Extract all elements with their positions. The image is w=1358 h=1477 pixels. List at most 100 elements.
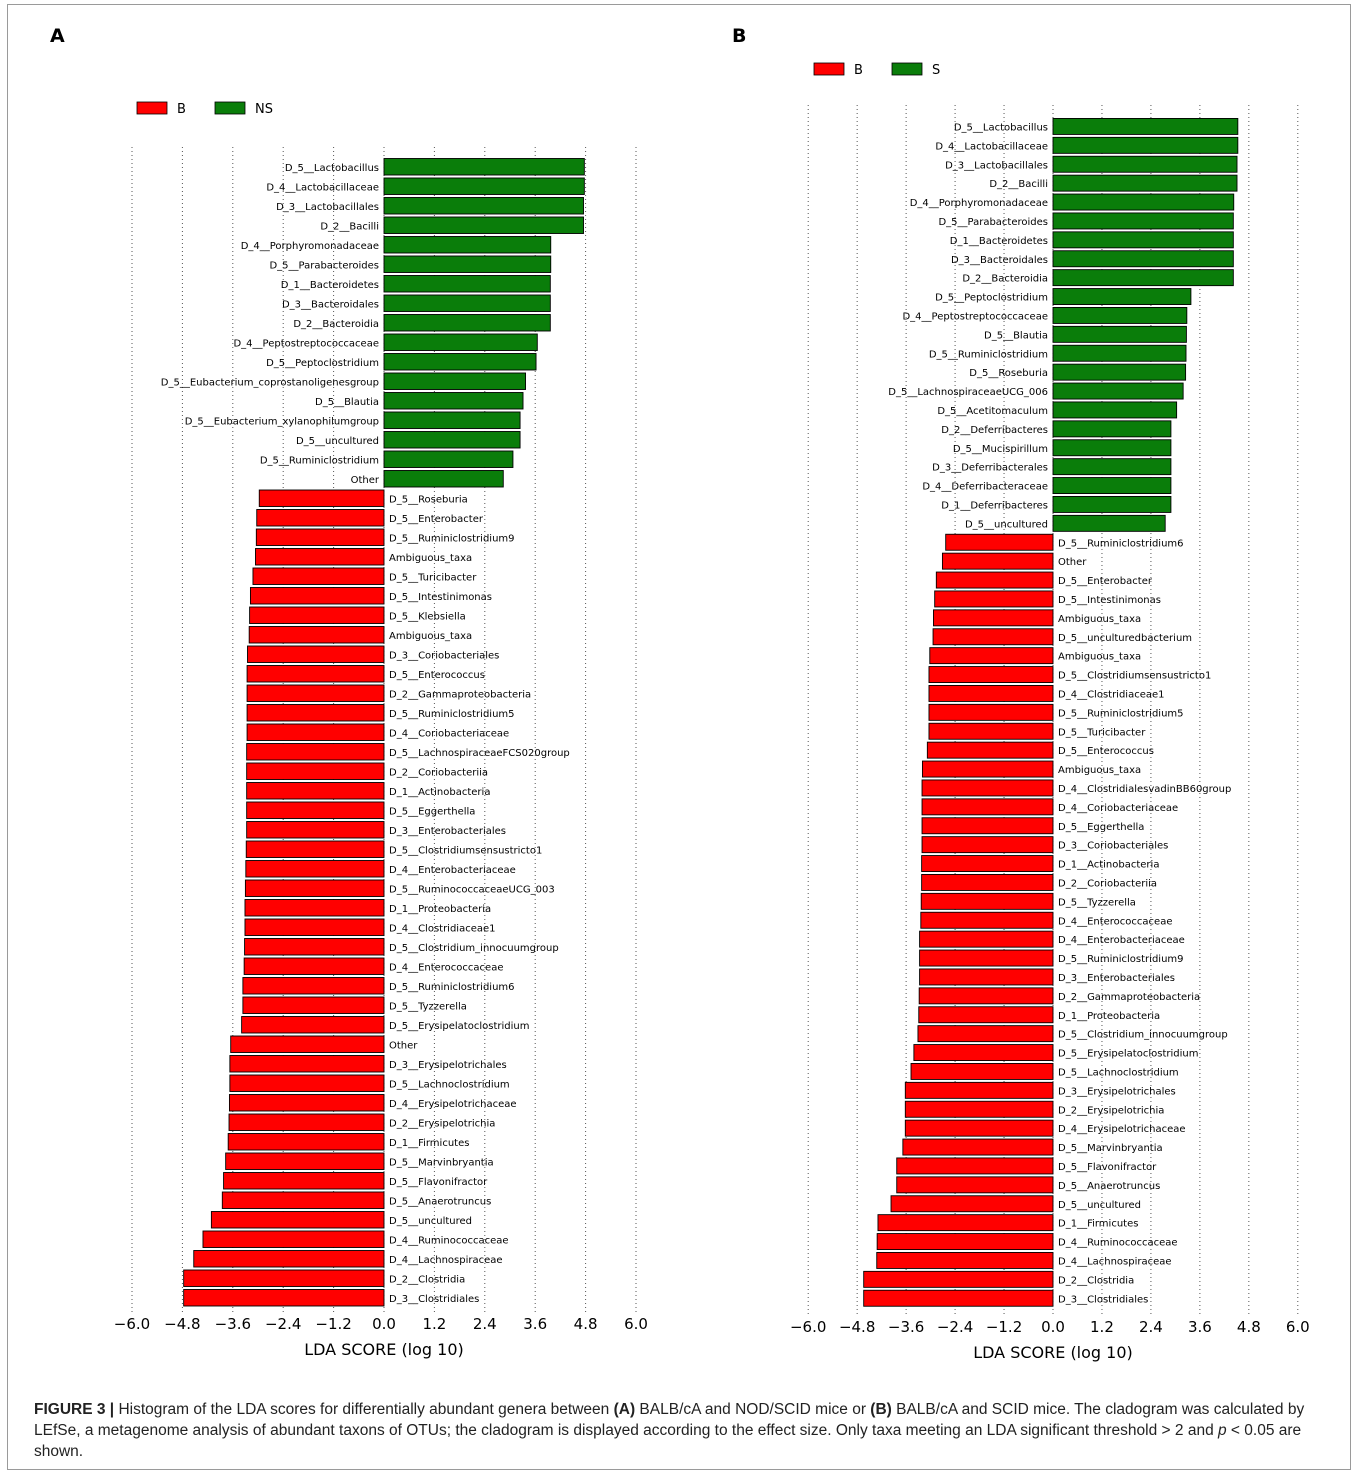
panel-b-bar-label: D_5__Mucispirillum [953, 444, 1048, 455]
panel-b-bar-label: D_1__Firmicutes [1058, 1219, 1138, 1230]
panel-b-bar [1052, 193, 1235, 211]
panel-b-bar-label: D_5__Roseburia [969, 368, 1048, 379]
panel-b-bar-label: Ambiguous_taxa [1058, 614, 1141, 625]
panel-a-bar-label: D_5__Lachnoclostridium [389, 1079, 510, 1090]
panel-b-bar-label: D_3__Deferribacterales [932, 463, 1048, 474]
panel-b-legend-label-b: B [854, 63, 863, 78]
panel-b-bar [929, 647, 1054, 665]
panel-b-bar [876, 1251, 1054, 1269]
panel-b-bar-label: D_2__Deferribacteres [941, 425, 1048, 436]
panel-b-bar [1052, 231, 1234, 249]
panel-a-legend-label-ns: NS [255, 102, 273, 117]
panel-b-bar [920, 911, 1054, 929]
panel-a-bar [246, 821, 385, 839]
panel-b-bar [926, 741, 1054, 759]
panel-a-bar-label: D_5__Enterobacter [389, 514, 484, 525]
panel-a-bar-label: D_5__uncultured [296, 436, 379, 447]
panel-b-bar [921, 874, 1054, 891]
panel-a-bar [244, 899, 385, 917]
panel-a-tick-label: 2.4 [473, 1315, 497, 1333]
panel-a-bar [221, 1191, 385, 1209]
panel-a-bar-label: D_5__Intestinimonas [389, 592, 492, 603]
panel-a-bar-label: Other [351, 475, 380, 486]
figure-caption: FIGURE 3 | Histogram of the LDA scores f… [34, 1399, 1324, 1462]
panel-b-bar [918, 987, 1054, 1005]
panel-a-bar [383, 236, 552, 254]
panel-a-bar-label: D_5__RuminococcaceaeUCG_003 [389, 884, 555, 895]
panel-b-bar-label: D_5__Peptoclostridium [935, 293, 1048, 304]
panel-b-bar-label: D_5__Lactobacillus [954, 122, 1048, 133]
panel-b-tick-label: 0.0 [1041, 1318, 1065, 1336]
panel-b-bar-label: D_4__Erysipelotrichaceae [1058, 1124, 1186, 1135]
panel-b-bar [920, 892, 1054, 910]
panel-a-bar [383, 411, 521, 429]
panel-a-bar-label: D_5__Clostridiumsensustricto1 [389, 845, 542, 856]
panel-a-bar-label: D_5__Eubacterium_xylanophilumgroup [185, 416, 379, 427]
panel-b-tick-label: 4.8 [1237, 1318, 1261, 1336]
panel-a-bar-label: D_5__Anaerotruncus [389, 1196, 491, 1207]
panel-a-bar [383, 197, 584, 215]
panel-a-bar-label: D_4__Coriobacteriaceae [389, 728, 509, 739]
panel-b-bar [890, 1195, 1054, 1213]
panel-b-bar-label: D_5__Anaerotruncus [1058, 1181, 1160, 1192]
panel-a-bar-label: D_5__LachnospiraceaeFCS020group [389, 748, 570, 759]
panel-a-bar [242, 977, 385, 995]
panel-a-bar [383, 158, 585, 176]
panel-b-bar [921, 760, 1054, 778]
panel-b-tick-label: −1.2 [986, 1318, 1022, 1336]
panel-b-bar [1052, 514, 1166, 532]
panel-b-bar-label: D_5__Intestinimonas [1058, 595, 1161, 606]
panel-a-bar [248, 626, 385, 644]
panel-b-tick-label: 2.4 [1139, 1318, 1163, 1336]
panel-b-bar-label: D_3__Coriobacteriales [1058, 841, 1168, 852]
panel-b-bar-label: D_5__uncultured [1058, 1200, 1141, 1211]
panel-a-bar-label: D_4__Enterobacteriaceae [389, 865, 516, 876]
panel-a-bar-label: D_1__Firmicutes [389, 1138, 469, 1149]
panel-a-bar [246, 782, 385, 800]
caption-panel-a: (A) [613, 1401, 636, 1418]
panel-b-bar [1052, 496, 1172, 513]
panel-b-bar [1052, 363, 1187, 381]
panel-a-bar [383, 294, 551, 312]
panel-b-bar-label: Ambiguous_taxa [1058, 765, 1141, 776]
panel-a-bar [229, 1074, 385, 1092]
panel-a-legend-label-b: B [177, 102, 186, 117]
panel-b-bar-label: D_5__Clostridium_innocuumgroup [1058, 1030, 1228, 1041]
panel-a-bar-label: D_5__Erysipelatoclostridium [389, 1021, 529, 1032]
panel-a-x-axis-label: LDA SCORE (log 10) [304, 1340, 464, 1359]
panel-a-bar-label: D_5__Tyzzerella [389, 1001, 467, 1012]
panel-a-bar-label: D_3__Clostridiales [389, 1294, 479, 1305]
panel-b-bar-label: D_5__Parabacteroides [938, 217, 1048, 228]
panel-b-bar [1052, 212, 1234, 230]
panel-a-bar [244, 938, 385, 956]
panel-b-bar [1052, 344, 1187, 362]
panel-b-bar-label: D_5__unculturedbacterium [1058, 633, 1192, 644]
panel-a-bar [241, 1016, 385, 1034]
panel-a-bar-label: D_5__Ruminiclostridium5 [389, 709, 515, 720]
panel-b-bar-label: D_4__Coriobacteriaceae [1058, 803, 1178, 814]
panel-b-bar-label: D_4__Porphyromonadaceae [910, 198, 1048, 209]
panel-a-bar [383, 333, 538, 351]
panel-a-bar [383, 372, 526, 390]
panel-b-bar [917, 1025, 1054, 1043]
panel-a-bar-label: D_3__Erysipelotrichales [389, 1060, 507, 1071]
panel-a-bar [249, 606, 385, 624]
panel-b-bar [934, 590, 1054, 608]
panel-b-bar [1052, 458, 1172, 476]
panel-b-bar [902, 1138, 1054, 1156]
panel-a-bar-label: D_1__Actinobacteria [389, 787, 490, 798]
panel-a-tick-label: −3.6 [215, 1315, 251, 1333]
panel-b-bar [896, 1157, 1054, 1175]
panel-a-bar [193, 1250, 385, 1268]
panel-a-bar [246, 762, 385, 780]
panel-a-bar-label: D_4__Clostridiaceae1 [389, 923, 496, 934]
panel-a-bar-label: D_4__Peptostreptococcaceae [233, 338, 379, 349]
panel-a-legend-swatch-b [136, 101, 168, 115]
panel-b-bar [919, 949, 1054, 967]
caption-p-symbol: p [1218, 1422, 1227, 1439]
panel-b-bar-label: D_1__Actinobacteria [1058, 860, 1159, 871]
panel-b-bar [913, 1044, 1054, 1062]
panel-b-bar-label: D_4__Enterobacteriaceae [1058, 935, 1185, 946]
panel-a-bar-label: D_4__Erysipelotrichaceae [389, 1099, 517, 1110]
panel-a-bar [228, 1094, 385, 1112]
